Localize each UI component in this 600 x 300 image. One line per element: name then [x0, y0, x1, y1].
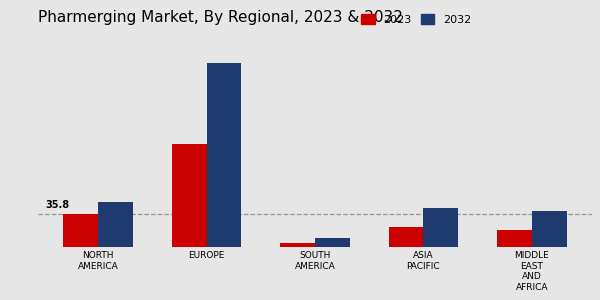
Bar: [206, 64, 241, 247]
Bar: [497, 230, 532, 247]
Text: Pharmerging Market, By Regional, 2023 & 2032: Pharmerging Market, By Regional, 2023 & …: [38, 10, 403, 25]
Legend: 2023, 2032: 2023, 2032: [357, 10, 475, 29]
Bar: [172, 144, 206, 247]
Bar: [98, 202, 133, 247]
Bar: [280, 243, 315, 247]
Bar: [315, 238, 350, 247]
Bar: [64, 214, 98, 247]
Text: 35.8: 35.8: [45, 200, 69, 210]
Bar: [532, 212, 566, 247]
Bar: [389, 226, 424, 247]
Bar: [424, 208, 458, 247]
